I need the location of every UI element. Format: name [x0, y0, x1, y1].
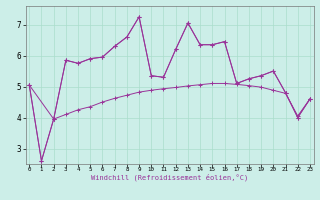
- X-axis label: Windchill (Refroidissement éolien,°C): Windchill (Refroidissement éolien,°C): [91, 174, 248, 181]
